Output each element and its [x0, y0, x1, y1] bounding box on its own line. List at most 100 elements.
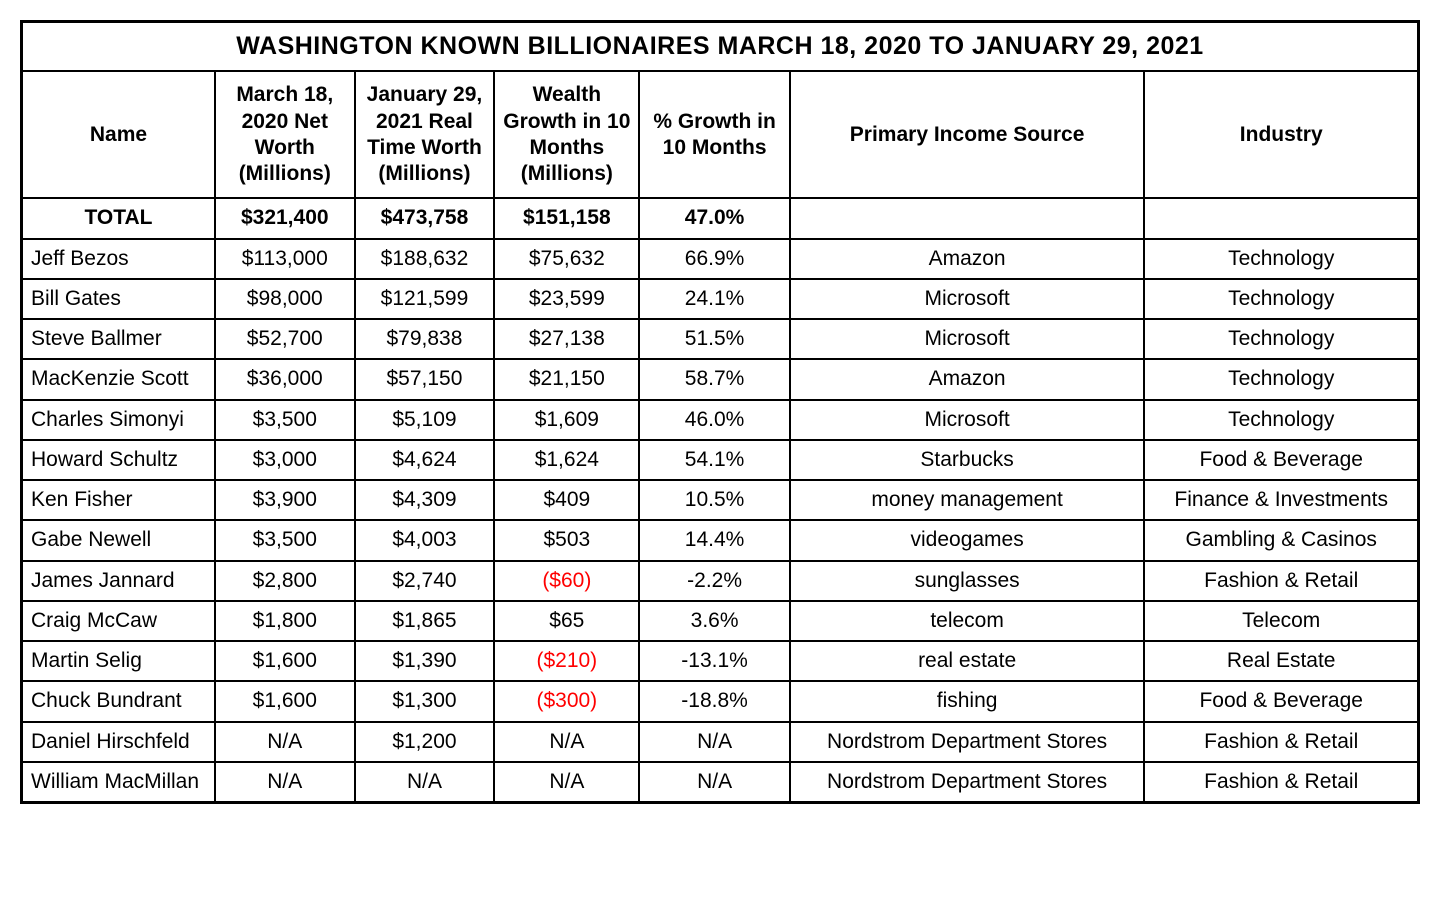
cell-pct: 51.5% — [639, 319, 789, 359]
cell-jan29: $4,309 — [355, 480, 495, 520]
cell-jan29: $5,109 — [355, 400, 495, 440]
table-row: Chuck Bundrant$1,600$1,300($300)-18.8%fi… — [22, 681, 1419, 721]
cell-growth: ($210) — [494, 641, 639, 681]
cell-source: Nordstrom Department Stores — [790, 762, 1145, 803]
cell-industry: Technology — [1144, 400, 1418, 440]
cell-industry: Gambling & Casinos — [1144, 520, 1418, 560]
table-row: Ken Fisher$3,900$4,309$40910.5%money man… — [22, 480, 1419, 520]
cell-jan29: $1,390 — [355, 641, 495, 681]
cell-march18: $113,000 — [215, 239, 355, 279]
cell-source: Microsoft — [790, 319, 1145, 359]
cell-source: Starbucks — [790, 440, 1145, 480]
cell-jan29: $1,865 — [355, 601, 495, 641]
cell-jan29: $2,740 — [355, 561, 495, 601]
cell-march18: $2,800 — [215, 561, 355, 601]
cell-name: Gabe Newell — [22, 520, 215, 560]
cell-name: William MacMillan — [22, 762, 215, 803]
cell-source: Amazon — [790, 239, 1145, 279]
cell-industry: Finance & Investments — [1144, 480, 1418, 520]
col-growth: Wealth Growth in 10 Months (Millions) — [494, 71, 639, 198]
cell-pct: 66.9% — [639, 239, 789, 279]
table-row: Howard Schultz$3,000$4,624$1,62454.1%Sta… — [22, 440, 1419, 480]
cell-march18: $1,600 — [215, 641, 355, 681]
table-row: Steve Ballmer$52,700$79,838$27,13851.5%M… — [22, 319, 1419, 359]
cell-growth: $1,624 — [494, 440, 639, 480]
cell-jan29: $4,624 — [355, 440, 495, 480]
cell-growth: $75,632 — [494, 239, 639, 279]
cell-name: Steve Ballmer — [22, 319, 215, 359]
cell-march18: $1,800 — [215, 601, 355, 641]
table-row: Martin Selig$1,600$1,390($210)-13.1%real… — [22, 641, 1419, 681]
cell-name: Craig McCaw — [22, 601, 215, 641]
total-industry — [1144, 198, 1418, 238]
cell-name: Howard Schultz — [22, 440, 215, 480]
cell-name: Jeff Bezos — [22, 239, 215, 279]
table-row: Jeff Bezos$113,000$188,632$75,63266.9%Am… — [22, 239, 1419, 279]
cell-march18: $52,700 — [215, 319, 355, 359]
cell-name: Chuck Bundrant — [22, 681, 215, 721]
cell-source: Nordstrom Department Stores — [790, 722, 1145, 762]
cell-pct: -13.1% — [639, 641, 789, 681]
cell-name: MacKenzie Scott — [22, 359, 215, 399]
table-row: Bill Gates$98,000$121,599$23,59924.1%Mic… — [22, 279, 1419, 319]
col-industry: Industry — [1144, 71, 1418, 198]
cell-source: money management — [790, 480, 1145, 520]
cell-jan29: $79,838 — [355, 319, 495, 359]
cell-pct: N/A — [639, 762, 789, 803]
cell-source: telecom — [790, 601, 1145, 641]
cell-pct: -18.8% — [639, 681, 789, 721]
cell-jan29: $1,300 — [355, 681, 495, 721]
cell-industry: Food & Beverage — [1144, 440, 1418, 480]
billionaires-table: WASHINGTON KNOWN BILLIONAIRES MARCH 18, … — [20, 20, 1420, 804]
cell-march18: $98,000 — [215, 279, 355, 319]
table-row: Daniel HirschfeldN/A$1,200N/AN/ANordstro… — [22, 722, 1419, 762]
total-pct: 47.0% — [639, 198, 789, 238]
table-row: William MacMillanN/AN/AN/AN/ANordstrom D… — [22, 762, 1419, 803]
cell-industry: Fashion & Retail — [1144, 561, 1418, 601]
col-name: Name — [22, 71, 215, 198]
cell-name: Bill Gates — [22, 279, 215, 319]
cell-source: Microsoft — [790, 279, 1145, 319]
cell-growth: ($60) — [494, 561, 639, 601]
table-row: Gabe Newell$3,500$4,003$50314.4%videogam… — [22, 520, 1419, 560]
cell-pct: 54.1% — [639, 440, 789, 480]
total-march18: $321,400 — [215, 198, 355, 238]
cell-industry: Food & Beverage — [1144, 681, 1418, 721]
cell-growth: $27,138 — [494, 319, 639, 359]
col-source: Primary Income Source — [790, 71, 1145, 198]
cell-source: videogames — [790, 520, 1145, 560]
cell-pct: 3.6% — [639, 601, 789, 641]
cell-industry: Technology — [1144, 359, 1418, 399]
cell-march18: N/A — [215, 722, 355, 762]
table-title: WASHINGTON KNOWN BILLIONAIRES MARCH 18, … — [22, 22, 1419, 72]
cell-growth: $1,609 — [494, 400, 639, 440]
cell-industry: Technology — [1144, 279, 1418, 319]
cell-march18: $3,000 — [215, 440, 355, 480]
total-growth: $151,158 — [494, 198, 639, 238]
cell-jan29: $4,003 — [355, 520, 495, 560]
cell-pct: 10.5% — [639, 480, 789, 520]
cell-jan29: N/A — [355, 762, 495, 803]
cell-name: Ken Fisher — [22, 480, 215, 520]
table-row: MacKenzie Scott$36,000$57,150$21,15058.7… — [22, 359, 1419, 399]
cell-jan29: $57,150 — [355, 359, 495, 399]
table-header-row: Name March 18, 2020 Net Worth (Millions)… — [22, 71, 1419, 198]
cell-march18: $3,900 — [215, 480, 355, 520]
cell-pct: 46.0% — [639, 400, 789, 440]
cell-name: Daniel Hirschfeld — [22, 722, 215, 762]
total-row: TOTAL $321,400 $473,758 $151,158 47.0% — [22, 198, 1419, 238]
cell-industry: Real Estate — [1144, 641, 1418, 681]
cell-jan29: $1,200 — [355, 722, 495, 762]
cell-march18: $3,500 — [215, 400, 355, 440]
cell-industry: Fashion & Retail — [1144, 762, 1418, 803]
cell-pct: N/A — [639, 722, 789, 762]
col-march18: March 18, 2020 Net Worth (Millions) — [215, 71, 355, 198]
cell-growth: $65 — [494, 601, 639, 641]
cell-growth: N/A — [494, 722, 639, 762]
cell-growth: N/A — [494, 762, 639, 803]
table-body: TOTAL $321,400 $473,758 $151,158 47.0% J… — [22, 198, 1419, 802]
cell-jan29: $121,599 — [355, 279, 495, 319]
cell-industry: Technology — [1144, 239, 1418, 279]
cell-growth: $21,150 — [494, 359, 639, 399]
cell-source: Microsoft — [790, 400, 1145, 440]
